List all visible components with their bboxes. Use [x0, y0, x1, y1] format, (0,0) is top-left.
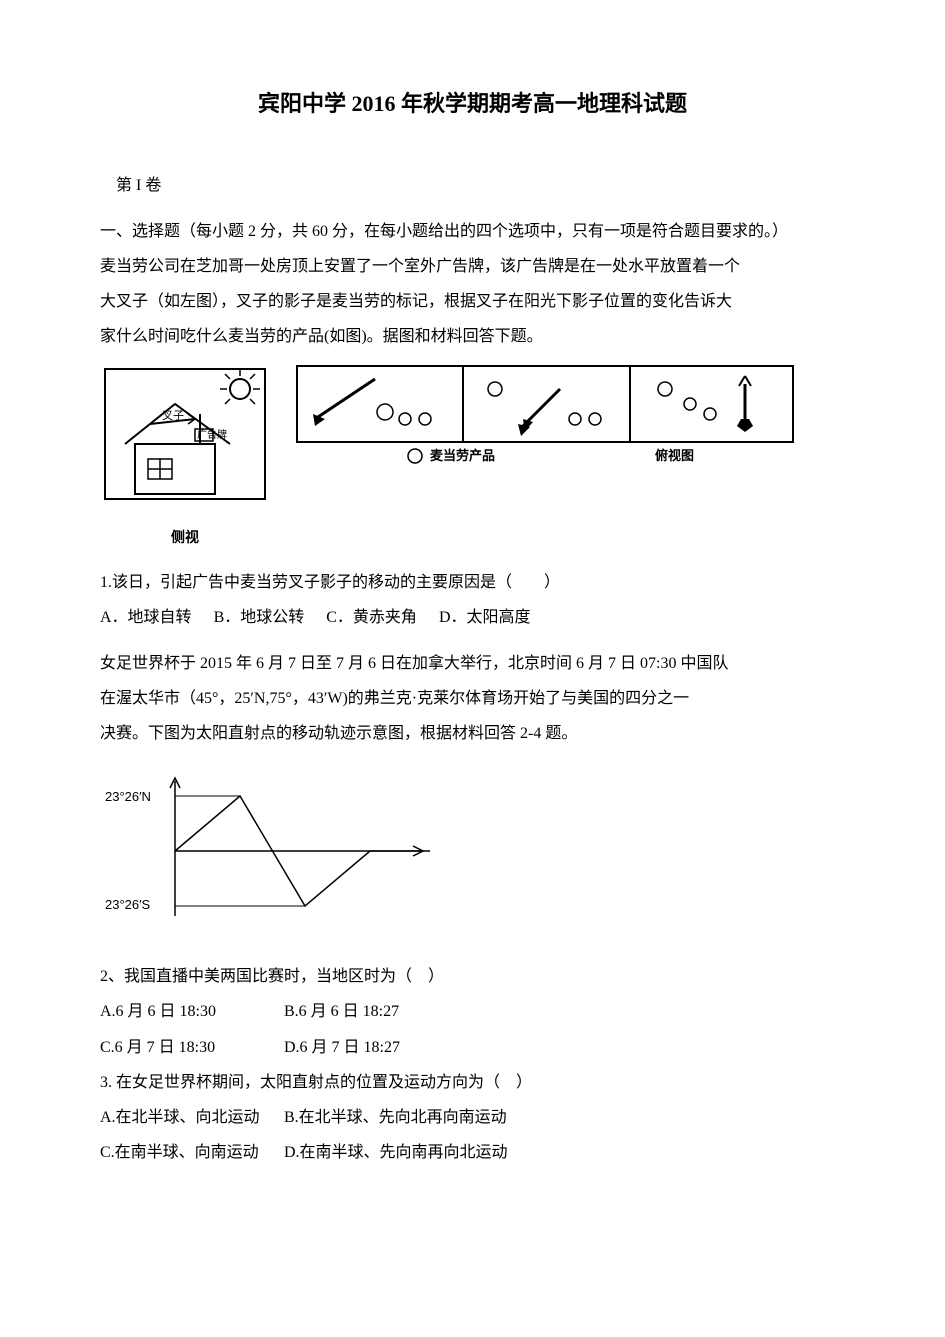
q3-text: 3. 在女足世界杯期间，太阳直射点的位置及运动方向为（ ） — [100, 1065, 845, 1100]
q2-text: 2、我国直播中美两国比赛时，当地区时为（ ） — [100, 959, 845, 994]
fork-label: 叉子 — [162, 409, 184, 422]
q1-opt-a: A．地球自转 — [100, 609, 192, 626]
passage2-line2: 在渥太华市（45°，25′N,75°，43′W)的弗兰克·克莱尔体育场开始了与美… — [100, 681, 845, 716]
q2-row2: C.6 月 7 日 18:30 D.6 月 7 日 18:27 — [100, 1030, 845, 1065]
passage2-line3: 决赛。下图为太阳直射点的移动轨迹示意图，根据材料回答 2-4 题。 — [100, 716, 845, 751]
panels-diagram: 麦当劳产品 俯视图 — [295, 364, 795, 464]
label-s: 23°26′S — [105, 897, 151, 912]
passage1-line3: 家什么时间吃什么麦当劳的产品(如图)。据图和材料回答下题。 — [100, 319, 845, 354]
legend-label: 麦当劳产品 — [430, 448, 495, 463]
q3-row1: A.在北半球、向北运动 B.在北半球、先向北再向南运动 — [100, 1100, 845, 1135]
page-title: 宾阳中学 2016 年秋学期期考高一地理科试题 — [100, 80, 845, 128]
q1-opt-c: C．黄赤夹角 — [326, 609, 417, 626]
q2-opt-b: B.6 月 6 日 18:27 — [284, 994, 464, 1029]
q1-opt-b: B．地球公转 — [214, 609, 305, 626]
q3-opt-b: B.在北半球、先向北再向南运动 — [284, 1100, 507, 1135]
figure-captions: 侧视 — [100, 524, 845, 555]
passage2-line1: 女足世界杯于 2015 年 6 月 7 日至 7 月 6 日在加拿大举行，北京时… — [100, 646, 845, 681]
caption-left: 侧视 — [100, 524, 270, 555]
sign-label: 广告牌 — [197, 428, 227, 441]
subsolar-chart: 23°26′N 23°26′S — [100, 766, 450, 936]
q3-opt-a: A.在北半球、向北运动 — [100, 1100, 280, 1135]
q2-opt-a: A.6 月 6 日 18:30 — [100, 994, 280, 1029]
section-header: 第 I 卷 — [100, 168, 845, 203]
label-n: 23°26′N — [105, 789, 151, 804]
q2-opt-d: D.6 月 7 日 18:27 — [284, 1030, 464, 1065]
q3-opt-d: D.在南半球、先向南再向北运动 — [284, 1135, 508, 1170]
topview-label: 俯视图 — [655, 448, 694, 463]
house-diagram: 叉子 广告牌 — [100, 364, 270, 519]
section-intro: 一、选择题（每小题 2 分，共 60 分，在每小题给出的四个选项中，只有一项是符… — [100, 214, 845, 249]
passage1-line2: 大叉子（如左图），叉子的影子是麦当劳的标记，根据叉子在阳光下影子位置的变化告诉大 — [100, 284, 845, 319]
q2-row1: A.6 月 6 日 18:30 B.6 月 6 日 18:27 — [100, 994, 845, 1029]
passage1-line1: 麦当劳公司在芝加哥一处房顶上安置了一个室外广告牌，该广告牌是在一处水平放置着一个 — [100, 249, 845, 284]
figure-row: 叉子 广告牌 麦当劳产品 俯视图 — [100, 364, 845, 519]
q1-options: A．地球自转 B．地球公转 C．黄赤夹角 D．太阳高度 — [100, 600, 845, 635]
q3-row2: C.在南半球、向南运动 D.在南半球、先向南再向北运动 — [100, 1135, 845, 1170]
q1-text: 1.该日，引起广告中麦当劳叉子影子的移动的主要原因是（ ） — [100, 565, 845, 600]
q3-opt-c: C.在南半球、向南运动 — [100, 1135, 280, 1170]
q1-opt-d: D．太阳高度 — [439, 609, 531, 626]
q2-opt-c: C.6 月 7 日 18:30 — [100, 1030, 280, 1065]
